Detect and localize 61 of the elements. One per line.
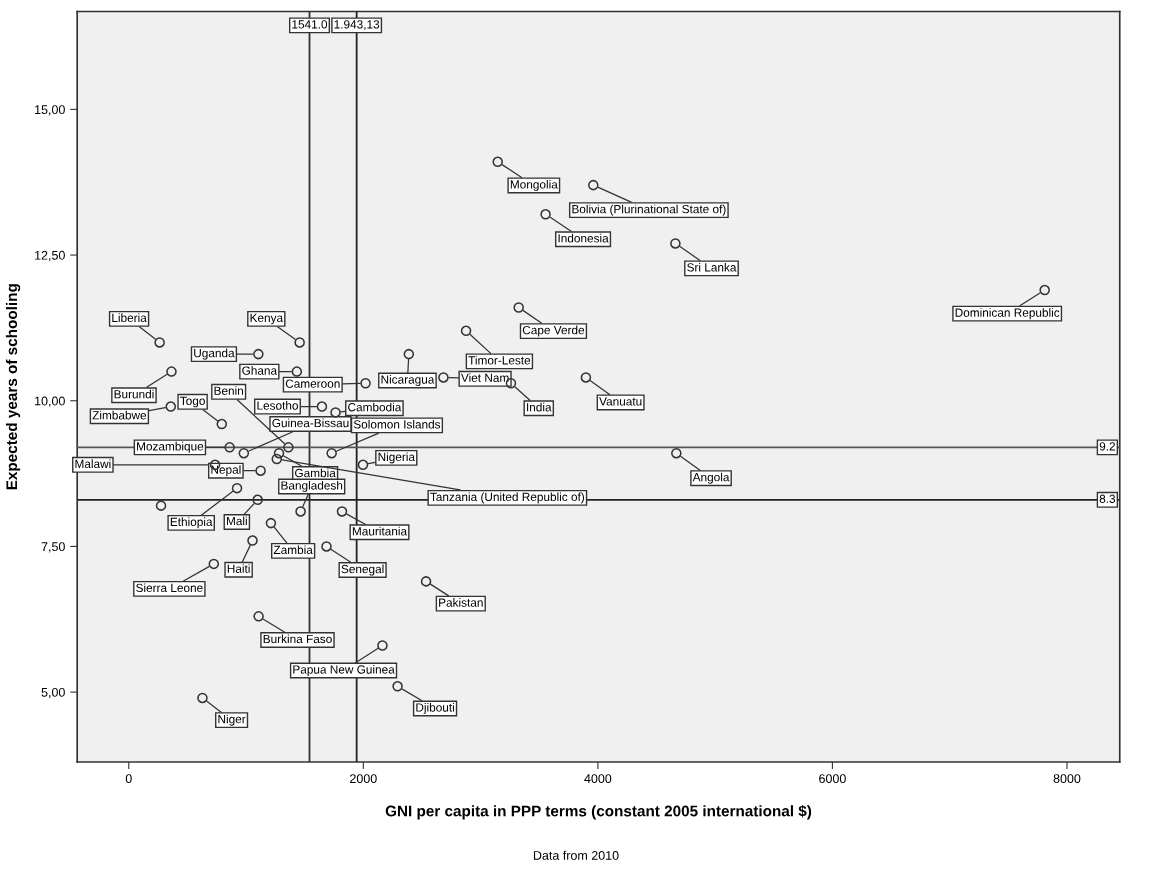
annotation: Niger: [218, 714, 246, 726]
annotation: Ghana: [242, 366, 278, 375]
annotation: Dominican Republic: [955, 308, 1060, 320]
y-tick-label: 5,00: [41, 687, 65, 699]
annotation: Burkina Faso: [263, 634, 332, 644]
x-tick-label: 2000: [350, 774, 377, 784]
annotation: Sierra Leone: [136, 583, 203, 593]
annotation: Nigeria: [378, 452, 416, 464]
annotation: Tanzania (United Republic of): [430, 492, 585, 504]
ref-line-label: 1541.0: [292, 20, 328, 29]
annotation: Benin: [214, 386, 243, 395]
annotation: Sri Lanka: [687, 262, 737, 272]
annotation: Uganda: [194, 348, 235, 360]
annotation: Liberia: [112, 313, 147, 323]
annotation: Mauritania: [352, 526, 408, 536]
annotation: Cameroon: [285, 379, 340, 388]
annotation: Vanuatu: [599, 397, 642, 406]
y-axis-title: Expected years of schooling: [5, 284, 21, 490]
annotation: Nepal: [211, 465, 241, 477]
annotation: Timor-Leste: [468, 355, 531, 365]
x-axis-title: GNI per capita in PPP terms (constant 2005 international $): [385, 804, 812, 820]
annotation: Togo: [180, 396, 205, 408]
annotation: Mali: [226, 516, 247, 526]
annotation: Gambia: [295, 468, 336, 478]
annotation: Angola: [692, 472, 730, 484]
annotation: Mongolia: [510, 179, 558, 191]
annotation: Indonesia: [558, 233, 609, 243]
y-tick-label: 15,00: [35, 105, 65, 116]
annotation: Senegal: [341, 564, 384, 576]
annotation: Bangladesh: [281, 480, 343, 492]
annotation: Ethiopia: [170, 517, 213, 529]
x-tick-label: 6000: [819, 774, 846, 784]
annotation: Mozambique: [137, 441, 204, 453]
annotation: India: [527, 402, 552, 412]
y-tick-label: 12,50: [35, 250, 65, 262]
x-tick-label: 4000: [584, 774, 612, 784]
ref-line-label: 8.3: [1099, 494, 1116, 503]
annotation: Burundi: [114, 389, 154, 399]
annotation: Malawi: [75, 459, 111, 469]
annotation: Bolivia (Plurinational State of): [572, 204, 726, 216]
annotation: Zambia: [273, 545, 313, 555]
annotation: Solomon Islands: [353, 419, 441, 429]
y-tick-label: 7,50: [41, 542, 65, 553]
annotation: Lesotho: [257, 401, 298, 410]
annotation: Zimbabwe: [92, 410, 147, 420]
ref-line-label: 1.943,13: [334, 20, 380, 30]
annotation: Kenya: [250, 313, 284, 325]
annotation: Cape Verde: [522, 325, 585, 337]
x-tick-label: 8000: [1053, 774, 1081, 784]
annotation: Guinea-Bissau: [272, 418, 349, 428]
annotation: Viet Nam: [460, 373, 509, 382]
annotation: Haiti: [227, 564, 250, 573]
annotation: Pakistan: [439, 598, 483, 607]
annotation: Papua New Guinea: [293, 664, 395, 676]
annotation: Nicaragua: [381, 375, 435, 387]
x-tick-label: 0: [125, 774, 132, 784]
text: Data from 2010: [533, 850, 619, 860]
annotation: Cambodia: [348, 402, 402, 412]
y-tick-label: 10,00: [35, 396, 65, 407]
annotation: Djibouti: [416, 702, 454, 714]
ref-line-label: 9.2: [1099, 442, 1115, 451]
